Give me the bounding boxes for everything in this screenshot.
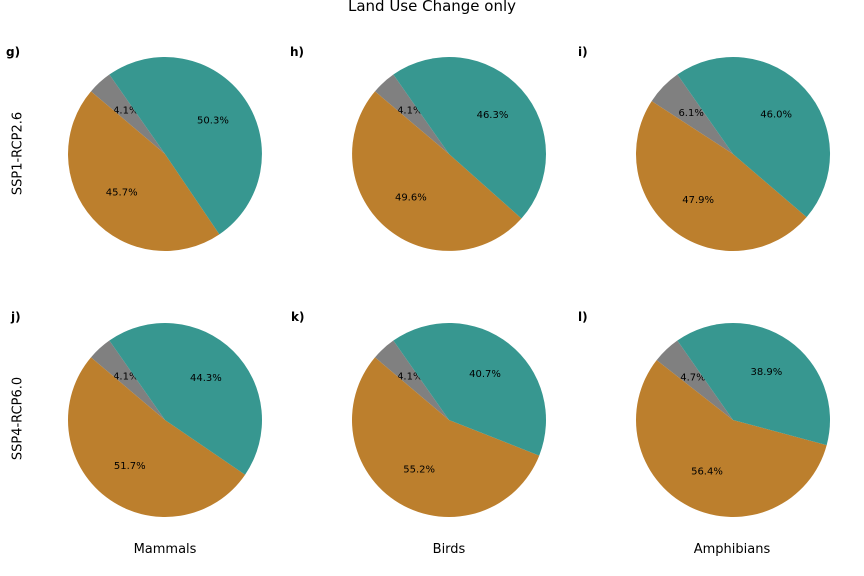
pie-1-label-2: 46.3%	[477, 110, 509, 121]
pie-5-slice-2	[677, 322, 831, 446]
pie-4-label-0: 4.1%	[397, 372, 422, 383]
pie-4-slice-2	[393, 322, 547, 456]
pie-0-label-0: 4.1%	[113, 106, 138, 117]
pie-0-slice-0	[90, 74, 165, 154]
pie-1-slice-0	[374, 74, 449, 154]
pie-0-slice-1	[68, 91, 220, 251]
pie-0-label-1: 45.7%	[106, 187, 138, 198]
pie-4-label-2: 40.7%	[469, 369, 501, 380]
pie-0-label-2: 50.3%	[197, 115, 229, 126]
pie-2-slice-1	[635, 101, 807, 252]
pie-2-label-2: 46.0%	[760, 109, 792, 120]
pie-1-label-0: 4.1%	[397, 106, 422, 117]
pie-3-slice-0	[90, 340, 165, 420]
pie-3-label-2: 44.3%	[190, 373, 222, 384]
pie-4-label-1: 55.2%	[403, 464, 435, 475]
panel-label-h: h)	[290, 45, 305, 59]
pie-2-label-0: 6.1%	[678, 108, 703, 119]
pie-4-slice-1	[351, 357, 540, 518]
pie-0-slice-2	[109, 57, 262, 235]
pie-5-label-2: 38.9%	[751, 367, 783, 378]
pie-1-slice-2	[393, 56, 547, 219]
panel-label-k: k)	[291, 310, 305, 324]
pie-5-slice-1	[636, 360, 827, 517]
pie-3-label-1: 51.7%	[114, 461, 146, 472]
pie-3-slice-2	[109, 322, 263, 475]
pie-3-slice-1	[67, 357, 246, 518]
pie-1-slice-1	[352, 91, 522, 251]
pie-4-slice-0	[374, 340, 449, 420]
pie-5-label-0: 4.7%	[680, 372, 705, 383]
col-label-mammals: Mammals	[133, 542, 197, 557]
col-label-birds: Birds	[432, 542, 466, 557]
pie-1-label-1: 49.6%	[395, 192, 427, 203]
panel-label-l: l)	[578, 310, 588, 324]
figure-title: Land Use Change only	[347, 0, 517, 15]
pie-2-slice-0	[651, 74, 733, 154]
pie-5-label-1: 56.4%	[691, 467, 723, 478]
pie-5-slice-0	[656, 340, 733, 420]
pie-2-label-1: 47.9%	[682, 195, 714, 206]
pie-2-slice-2	[677, 56, 831, 218]
panel-label-g: g)	[6, 45, 21, 59]
panel-label-i: i)	[578, 45, 588, 59]
panel-label-j: j)	[11, 310, 21, 324]
col-label-amphibians: Amphibians	[693, 542, 771, 557]
pie-3-label-0: 4.1%	[113, 372, 138, 383]
